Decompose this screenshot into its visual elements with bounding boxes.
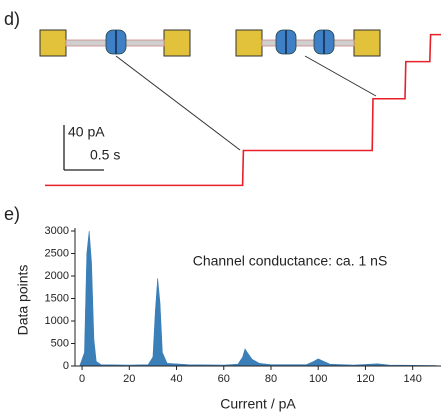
schematic-single xyxy=(39,29,191,57)
y-tick-label: 2000 xyxy=(45,270,69,282)
y-tick-label: 2500 xyxy=(45,247,69,259)
y-tick-label: 0 xyxy=(63,360,69,372)
x-tick-label: 40 xyxy=(170,373,182,385)
x-axis-label: Current / pA xyxy=(220,396,296,412)
y-tick-label: 1000 xyxy=(45,315,69,327)
connector xyxy=(304,55,377,97)
annotation: Channel conductance: ca. 1 nS xyxy=(193,253,388,269)
y-tick-label: 1500 xyxy=(45,292,69,304)
x-tick-label: 0 xyxy=(79,373,85,385)
x-tick-label: 140 xyxy=(403,373,421,385)
connector xyxy=(115,55,241,151)
x-tick-label: 80 xyxy=(265,373,277,385)
panel-label: e) xyxy=(4,204,20,224)
scale-bar-label: 40 pA xyxy=(68,124,105,140)
x-tick-label: 60 xyxy=(218,373,230,385)
histogram-area xyxy=(79,230,437,367)
y-tick-label: 3000 xyxy=(45,225,69,237)
x-tick-label: 100 xyxy=(309,373,327,385)
x-tick-label: 120 xyxy=(356,373,374,385)
y-axis-label: Data points xyxy=(15,265,31,336)
panel-label: d) xyxy=(4,9,20,29)
x-tick-label: 20 xyxy=(123,373,135,385)
current-trace xyxy=(45,33,441,187)
scale-bar-label: 0.5 s xyxy=(90,147,120,163)
schematic-double xyxy=(235,29,381,57)
y-tick-label: 500 xyxy=(51,337,69,349)
